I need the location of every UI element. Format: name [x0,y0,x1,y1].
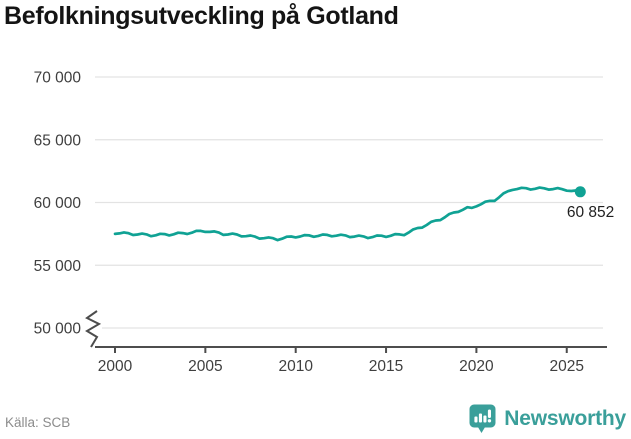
x-tick-label-2005: 2005 [188,358,222,375]
chart-title: Befolkningsutveckling på Gotland [4,2,399,30]
logo-bar-1 [474,416,478,423]
y-tick-label-50000: 50 000 [34,321,82,338]
x-tick-label-2010: 2010 [278,358,313,375]
y-axis-break-icon [85,310,102,348]
newsworthy-logo-icon [469,404,496,433]
y-tick-label-65000: 65 000 [34,132,82,149]
newsworthy-brand-name: Newsworthy [504,407,626,430]
x-tick-label-2000: 2000 [98,358,133,375]
y-tick-label-55000: 55 000 [34,258,82,275]
x-tick-label-2015: 2015 [369,358,403,375]
logo-bubble-shape [469,404,496,433]
population-line [113,186,582,242]
logo-exclamation-bar [488,409,492,418]
y-tick-label-60000: 60 000 [34,195,82,212]
population-line-chart: 50 000 55 000 60 000 65 000 70 000 2000 2005 20… [34,70,615,376]
newsworthy-logo: Newsworthy [469,404,626,434]
x-tick-label-2020: 2020 [459,358,494,375]
logo-bar-3 [483,415,487,423]
x-tick-label-2025: 2025 [550,358,584,375]
logo-bar-2 [479,413,483,423]
y-tick-label-70000: 70 000 [34,70,82,87]
logo-exclamation-dot [488,419,492,423]
end-value-label: 60 852 [567,204,614,221]
last-point-marker [574,186,586,198]
source-label: Källa: SCB [5,415,71,430]
